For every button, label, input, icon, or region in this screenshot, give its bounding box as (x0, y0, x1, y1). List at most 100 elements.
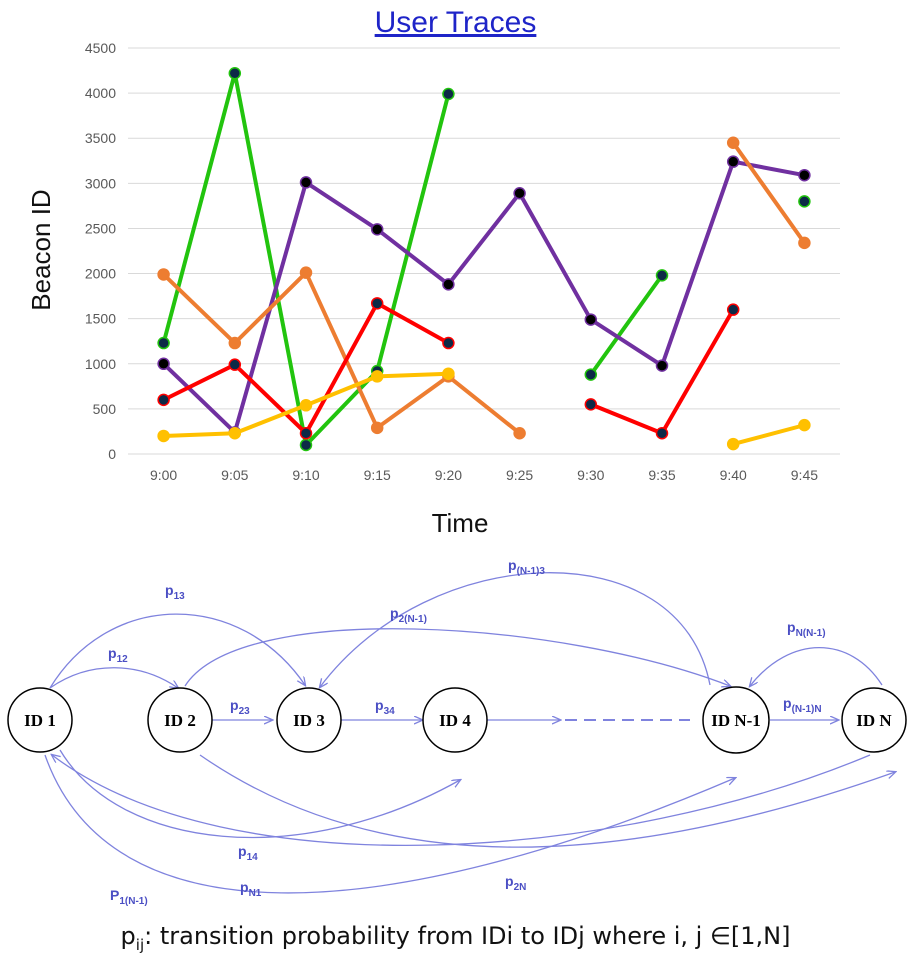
edge-2-n1 (184, 628, 730, 686)
y-tick-label: 3500 (85, 130, 116, 146)
data-point (228, 426, 242, 440)
data-point (513, 187, 526, 200)
x-tick-label: 9:40 (720, 467, 747, 483)
data-point (299, 399, 313, 412)
y-tick-label: 1000 (85, 356, 116, 372)
label-p2n1: p2(N-1) (390, 605, 427, 625)
label-pn1n: p(N-1)N (783, 695, 822, 715)
y-tick-label: 2500 (85, 220, 116, 236)
y-axis-title: Beacon ID (26, 189, 56, 310)
edge-1-n1 (44, 754, 735, 894)
data-point (228, 336, 242, 350)
y-tick-label: 4500 (85, 40, 116, 56)
data-point (655, 426, 669, 440)
x-tick-label: 9:25 (506, 467, 533, 483)
data-point (157, 336, 170, 350)
x-tick-label: 9:35 (648, 467, 675, 483)
series-2 (157, 136, 811, 440)
node-id-n (841, 687, 907, 753)
edge-labels: p13 p12 p23 p34 p(N-1)3 p2(N-1) pN(N-1) … (108, 557, 826, 907)
series-line (161, 301, 451, 436)
label-pn1: pN1 (240, 879, 262, 899)
data-point (726, 155, 740, 168)
data-point (370, 421, 384, 435)
label-p14: p14 (238, 843, 258, 863)
series-4 (157, 367, 811, 451)
series-1 (157, 155, 811, 439)
label-pnn1: pN(N-1) (787, 619, 826, 639)
node-id-n-1 (702, 686, 770, 754)
caption: pij: transition probability from IDi to … (120, 922, 791, 954)
node-id-3-label: ID 3 (293, 711, 325, 730)
y-tick-label: 4000 (85, 85, 116, 101)
edge-2-n (199, 754, 895, 848)
data-point (299, 438, 313, 452)
y-tick-label: 2000 (85, 266, 116, 282)
x-tick-label: 9:30 (577, 467, 604, 483)
y-tick-label: 0 (108, 446, 116, 462)
series-line (731, 140, 807, 245)
data-point (370, 297, 384, 310)
data-point (798, 195, 811, 208)
data-point (157, 268, 170, 281)
data-point (726, 437, 740, 451)
data-point (513, 426, 526, 440)
line-chart: 0 500 1000 1500 2000 2500 3000 3500 4000 4500 9:0… (26, 40, 840, 538)
y-tick-label: 1500 (85, 311, 116, 327)
edge-1-2 (49, 667, 178, 688)
data-point (584, 398, 598, 411)
node-id-3 (276, 687, 342, 753)
edge-n-1 (52, 755, 871, 846)
data-point (442, 87, 455, 101)
y-tick-labels: 0 500 1000 1500 2000 2500 3000 3500 4000 4500 (85, 40, 116, 462)
label-p23: p23 (230, 697, 250, 717)
x-axis-title: Time (432, 508, 489, 538)
series-line (161, 71, 451, 447)
x-tick-label: 9:15 (364, 467, 391, 483)
x-tick-label: 9:10 (292, 467, 319, 483)
data-point (442, 336, 455, 350)
series-3 (157, 297, 740, 440)
label-p2n: p2N (505, 873, 526, 893)
x-tick-labels: 9:00 9:05 9:10 9:15 9:20 9:25 9:30 9:35 9:40 9:45 (150, 467, 818, 483)
data-point (228, 358, 242, 371)
data-point (299, 176, 313, 189)
edge-1-3 (49, 613, 305, 689)
data-point (157, 393, 170, 407)
data-point (442, 367, 455, 380)
data-point (299, 266, 313, 279)
series-lines (157, 67, 811, 452)
node-id-4 (422, 687, 488, 753)
data-point (798, 168, 811, 182)
node-id-1 (7, 687, 73, 753)
node-id-2-label: ID 2 (164, 711, 196, 730)
data-point (584, 313, 598, 326)
edge-n-n1 (750, 646, 883, 686)
label-p12: p12 (108, 645, 128, 665)
series-0 (157, 67, 811, 452)
label-p34: p34 (375, 697, 395, 717)
label-p13: p13 (165, 582, 185, 602)
series-line (588, 273, 664, 377)
x-tick-label: 9:05 (221, 467, 248, 483)
x-tick-label: 9:00 (150, 467, 177, 483)
x-tick-label: 9:45 (791, 467, 818, 483)
y-tick-label: 3000 (85, 175, 116, 191)
data-point (798, 236, 811, 250)
edge-n1-3 (320, 572, 711, 687)
node-id-4-label: ID 4 (439, 711, 471, 730)
data-point (798, 418, 811, 432)
markov-diagram: ID 1 ID 2 ID 3 ID 4 ID N-1 ID N p13 p12 … (7, 557, 907, 907)
node-id-n-1-label: ID N-1 (711, 711, 761, 730)
data-point (442, 278, 455, 291)
data-point (370, 223, 384, 236)
edges (44, 572, 895, 894)
node-id-n-label: ID N (856, 711, 892, 730)
data-point (299, 426, 313, 440)
data-point (157, 429, 170, 443)
chart-title: User Traces (374, 6, 537, 39)
gridlines (128, 47, 840, 455)
label-pn13: p(N-1)3 (508, 557, 545, 577)
data-point (157, 357, 170, 371)
label-p1n1: P1(N-1) (110, 887, 148, 907)
